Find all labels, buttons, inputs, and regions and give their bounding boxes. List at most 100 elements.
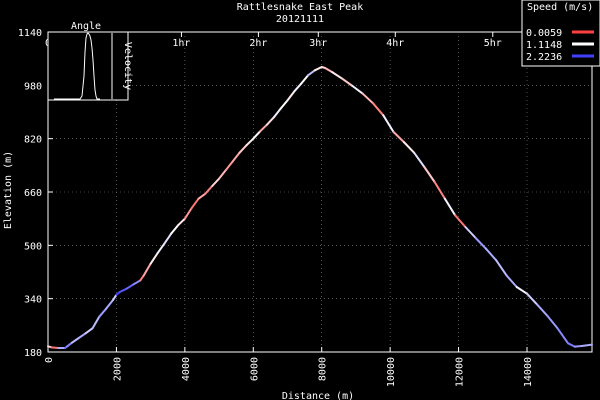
trace-segment bbox=[259, 123, 268, 133]
trace-segment bbox=[183, 207, 193, 220]
time-tick-label: 4hr bbox=[386, 38, 404, 49]
legend-entry-label: 1.1148 bbox=[526, 40, 562, 51]
trace-segment bbox=[139, 274, 145, 282]
trace-segment bbox=[300, 74, 310, 85]
x-tick-label: 12000 bbox=[455, 357, 466, 387]
y-tick-label: 820 bbox=[24, 135, 42, 146]
trace-segment bbox=[272, 107, 282, 119]
trace-segment bbox=[245, 137, 255, 147]
trace-segment bbox=[231, 151, 241, 163]
speed-legend: Speed (m/s) 0.0059 1.1148 2.2236 bbox=[521, 0, 600, 67]
trace-segment bbox=[91, 315, 101, 330]
trace-segment bbox=[525, 292, 539, 306]
trace-segment bbox=[142, 262, 152, 277]
trace-segment bbox=[536, 303, 549, 317]
trace-segment bbox=[495, 259, 508, 277]
trace-segment bbox=[125, 283, 135, 290]
trace-segment bbox=[190, 197, 200, 209]
trace-segment bbox=[313, 66, 323, 72]
trace-segment bbox=[279, 99, 289, 110]
trace-segment bbox=[546, 315, 559, 330]
trace-segment bbox=[556, 327, 570, 345]
x-tick-label: 8000 bbox=[318, 357, 329, 381]
legend-title: Speed (m/s) bbox=[527, 2, 593, 13]
trace-segment bbox=[218, 169, 227, 180]
y-tick-label: 980 bbox=[24, 81, 42, 92]
trace-segment bbox=[70, 337, 80, 344]
trace-segment bbox=[170, 224, 180, 235]
trace-segment bbox=[149, 252, 159, 265]
y-tick-label: 660 bbox=[24, 188, 42, 199]
trace-segment bbox=[118, 287, 128, 293]
trace-segment bbox=[84, 327, 94, 335]
trace-segment bbox=[330, 71, 344, 80]
trace-segment bbox=[265, 116, 275, 126]
inset-velocity-curve bbox=[54, 32, 100, 100]
inset-y-label: Velocity bbox=[122, 42, 133, 90]
trace-segment bbox=[361, 92, 375, 105]
trace-segment bbox=[156, 242, 166, 255]
trace-segment bbox=[351, 85, 364, 95]
trace-segment bbox=[433, 181, 446, 200]
trace-segment bbox=[484, 247, 498, 262]
trace-segment bbox=[132, 279, 142, 286]
time-tick-label: 1hr bbox=[172, 38, 190, 49]
trace-segment bbox=[382, 114, 395, 133]
trace-segment bbox=[65, 341, 73, 348]
plot-axes bbox=[47, 31, 593, 353]
trace-segment bbox=[163, 232, 173, 245]
trace-segment bbox=[204, 185, 214, 195]
trace-segment bbox=[515, 286, 528, 295]
x-tick-label: 6000 bbox=[249, 357, 260, 381]
trace-segment bbox=[293, 82, 303, 93]
trace-segment bbox=[286, 90, 296, 102]
trace-segment bbox=[77, 332, 87, 339]
trace-segment bbox=[413, 151, 426, 168]
trace-segment bbox=[573, 345, 583, 348]
trace-segment bbox=[505, 274, 518, 288]
y-axis-label: Elevation (m) bbox=[3, 151, 14, 229]
trace-segment bbox=[50, 346, 60, 349]
trace-segment bbox=[464, 226, 477, 239]
legend-entry-label: 0.0059 bbox=[526, 28, 562, 39]
legend-entry-label: 2.2236 bbox=[526, 52, 562, 63]
trace-segment bbox=[392, 131, 405, 143]
trace-segment bbox=[443, 197, 457, 217]
time-tick-label: 2hr bbox=[249, 38, 267, 49]
trace-segment bbox=[211, 177, 221, 187]
trace-segment bbox=[98, 307, 108, 318]
trace-segment bbox=[238, 144, 248, 154]
x-tick-label: 0 bbox=[44, 357, 55, 363]
x-tick-label: 10000 bbox=[386, 357, 397, 387]
trace-segment bbox=[454, 214, 467, 228]
inset-box bbox=[47, 31, 129, 101]
trace-segment bbox=[341, 77, 354, 87]
trace-segment bbox=[567, 342, 576, 348]
y-tick-label: 1140 bbox=[18, 28, 42, 39]
trace-segment bbox=[197, 192, 207, 200]
y-tick-label: 500 bbox=[24, 241, 42, 252]
x-tick-label: 14000 bbox=[523, 357, 534, 387]
trace-segment bbox=[324, 67, 333, 73]
trace-segment bbox=[372, 102, 385, 117]
trace-segment bbox=[252, 130, 262, 140]
elevation-trace bbox=[47, 66, 593, 349]
trace-segment bbox=[402, 141, 416, 154]
y-tick-label: 340 bbox=[24, 295, 42, 306]
chart-subtitle: 20121111 bbox=[276, 14, 324, 25]
trace-segment bbox=[224, 160, 234, 171]
trace-segment bbox=[580, 343, 593, 347]
trace-segment bbox=[423, 166, 436, 183]
trace-segment bbox=[177, 217, 186, 227]
trace-segment bbox=[307, 69, 316, 77]
time-tick-label: 5hr bbox=[484, 38, 502, 49]
x-tick-label: 4000 bbox=[181, 357, 192, 381]
inset-x-label: Angle bbox=[71, 21, 101, 32]
inset-polar-plot: Angle Velocity bbox=[47, 21, 133, 101]
x-tick-label: 2000 bbox=[112, 357, 123, 381]
trace-segment bbox=[105, 299, 115, 310]
x-axis-label: Distance (m) bbox=[282, 391, 354, 400]
time-tick-label: 3hr bbox=[309, 38, 327, 49]
y-tick-label: 180 bbox=[24, 348, 42, 359]
